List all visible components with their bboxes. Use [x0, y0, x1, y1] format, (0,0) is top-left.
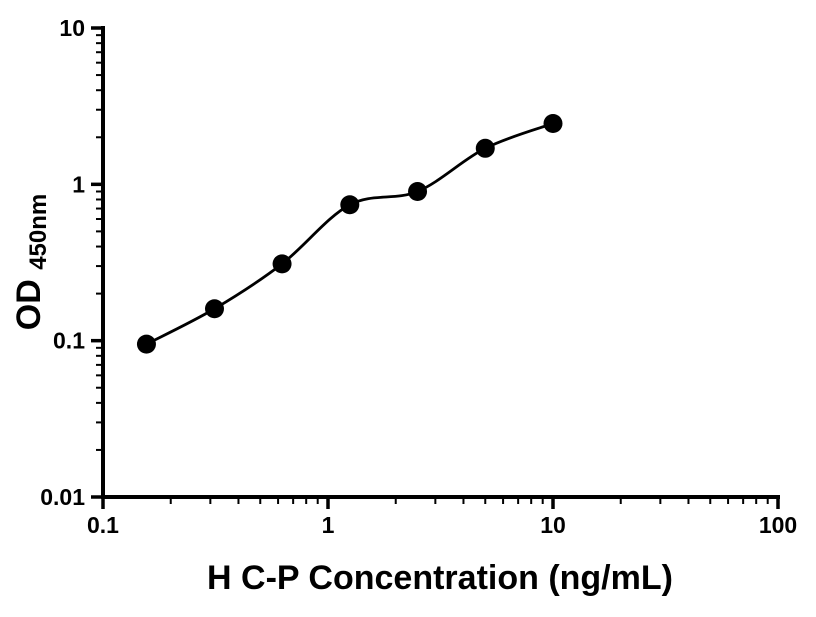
x-axis-label: H C-P Concentration (ng/mL)	[207, 559, 673, 597]
y-tick-label: 0.01	[40, 484, 85, 510]
axes	[101, 26, 780, 499]
major-ticks	[91, 26, 780, 509]
y-axis-label-subscript: 450nm	[25, 194, 52, 270]
x-tick-label: 0.1	[87, 512, 119, 538]
data-point	[272, 254, 292, 274]
data-series	[136, 113, 563, 354]
data-point	[136, 334, 156, 354]
y-tick-label: 10	[59, 15, 85, 41]
y-axis-label: OD 450nm	[10, 194, 52, 331]
data-point	[204, 299, 224, 319]
y-tick-label: 0.1	[53, 328, 85, 354]
data-point	[475, 138, 495, 158]
minor-ticks	[96, 34, 769, 504]
data-point	[408, 181, 428, 201]
y-tick-label: 1	[72, 171, 85, 197]
data-point	[543, 113, 563, 133]
x-tick-label: 10	[540, 512, 566, 538]
x-tick-label: 1	[322, 512, 335, 538]
x-tick-label: 100	[759, 512, 797, 538]
y-axis-label-main: OD	[10, 279, 48, 330]
data-point	[340, 195, 360, 215]
